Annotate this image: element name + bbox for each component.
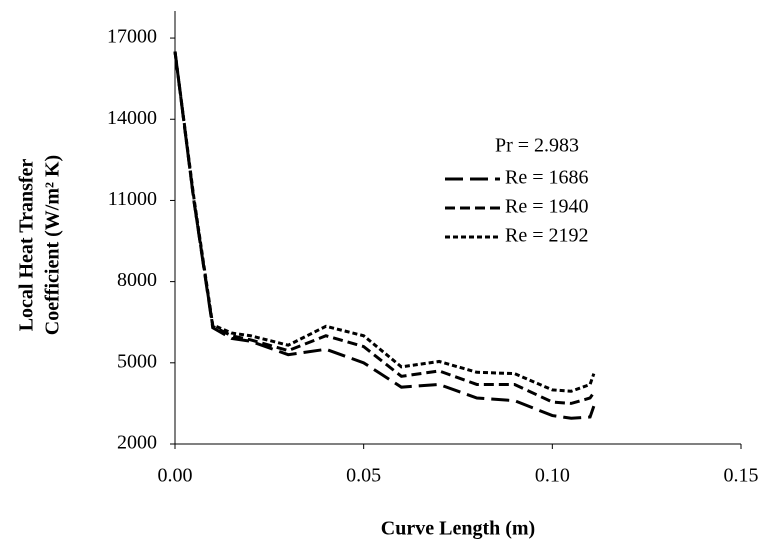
legend-label: Re = 2192 — [505, 225, 589, 247]
y-tick-label: 2000 — [117, 432, 157, 454]
legend-title: Pr = 2.983 — [495, 135, 579, 157]
series-line — [173, 51, 596, 405]
x-tick-label: 0.00 — [158, 465, 193, 487]
x-tick-label: 0.15 — [724, 465, 759, 487]
series-line — [173, 51, 596, 393]
legend-label: Re = 1940 — [505, 196, 589, 218]
series-line — [173, 51, 596, 420]
x-tick-label: 0.10 — [535, 465, 570, 487]
y-tick-label: 8000 — [117, 269, 157, 291]
y-axis-title: Coefficient (W/m² K) — [42, 155, 64, 335]
y-tick-label: 14000 — [107, 107, 157, 129]
x-axis-title: Curve Length (m) — [381, 518, 535, 540]
y-tick-label: 11000 — [108, 188, 157, 210]
y-tick-label: 5000 — [117, 350, 157, 372]
x-tick-label: 0.05 — [346, 465, 381, 487]
y-axis-title: Local Heat Transfer — [16, 159, 38, 332]
legend-label: Re = 1686 — [505, 167, 589, 189]
y-tick-label: 17000 — [107, 26, 157, 48]
